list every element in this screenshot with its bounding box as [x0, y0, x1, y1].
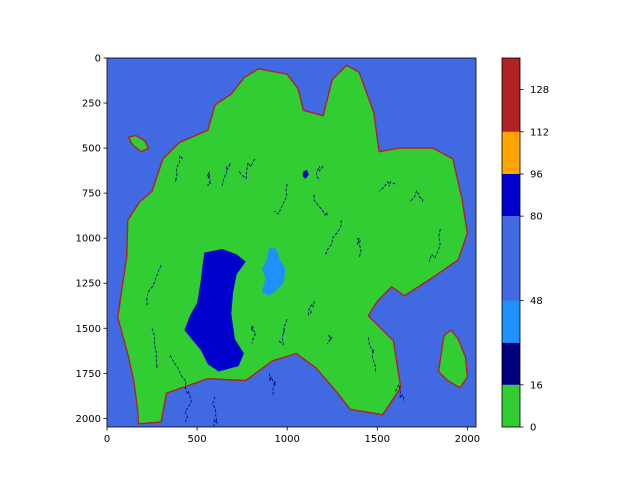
colorbar-band-3	[502, 216, 520, 301]
colorbar-tick-label: 112	[530, 127, 549, 138]
river-14	[250, 325, 257, 344]
x-tick-label: 2000	[455, 434, 480, 445]
y-tick-label: 1000	[76, 234, 101, 245]
river-11	[146, 265, 162, 306]
river-19	[184, 391, 192, 422]
y-tick-label: 1750	[76, 369, 101, 380]
river-5	[313, 194, 328, 218]
shallow-lake-2	[262, 247, 286, 296]
colorbar-band-1	[502, 342, 520, 385]
river-22	[394, 383, 405, 402]
y-tick-label: 500	[82, 144, 101, 155]
lake-0	[184, 249, 246, 372]
y-tick-label: 2000	[76, 414, 101, 425]
colorbar-band-5	[502, 131, 520, 174]
y-tick-label: 750	[82, 189, 101, 200]
river-6	[325, 220, 342, 256]
landmass-small-west	[127, 134, 150, 153]
river-12	[151, 328, 158, 369]
y-tick-label: 250	[82, 99, 101, 110]
river-9	[409, 190, 424, 203]
river-20	[212, 396, 218, 427]
colorbar-tick-label: 128	[530, 85, 549, 96]
lake-1	[302, 169, 309, 179]
x-tick-label: 0	[104, 434, 110, 445]
river-1	[206, 170, 212, 187]
x-tick-label: 500	[188, 434, 207, 445]
river-4	[273, 184, 288, 215]
y-tick-label: 0	[95, 54, 101, 65]
river-2	[221, 162, 231, 186]
plot-frame	[106, 57, 477, 428]
colorbar-tick-label: 0	[530, 423, 536, 434]
river-23	[316, 165, 324, 181]
colorbar-tick-label: 96	[530, 169, 543, 180]
y-tick-label: 1250	[76, 279, 101, 290]
river-10	[428, 229, 441, 262]
river-18	[367, 337, 376, 373]
x-tick-label: 1500	[365, 434, 390, 445]
colorbar-tick-label: 80	[530, 212, 543, 223]
river-15	[278, 319, 288, 346]
colorbar-band-4	[502, 173, 520, 217]
plot-area	[106, 57, 477, 428]
river-13	[169, 355, 188, 395]
river-16	[308, 301, 315, 316]
river-21	[268, 373, 276, 397]
colorbar-band-2	[502, 300, 520, 343]
landmass-small-east	[437, 329, 469, 389]
river-7	[356, 237, 362, 257]
x-tick-label: 1000	[274, 434, 299, 445]
river-8	[379, 181, 396, 192]
colorbar-tick-label: 48	[530, 296, 543, 307]
x-axis: 0 500 1000 1500 2000	[104, 427, 480, 445]
y-tick-label: 1500	[76, 324, 101, 335]
y-axis: 0 250 500 750 1000 1250 1500 1750 2000	[76, 54, 107, 425]
colorbar: 0 16 48 80 96 112 128	[501, 57, 549, 434]
colorbar-tick-label: 16	[530, 380, 543, 391]
river-0	[174, 154, 184, 182]
colorbar-frame	[501, 57, 521, 428]
river-17	[327, 334, 333, 345]
colorbar-band-6	[502, 58, 520, 132]
colorbar-band-0	[502, 384, 520, 427]
